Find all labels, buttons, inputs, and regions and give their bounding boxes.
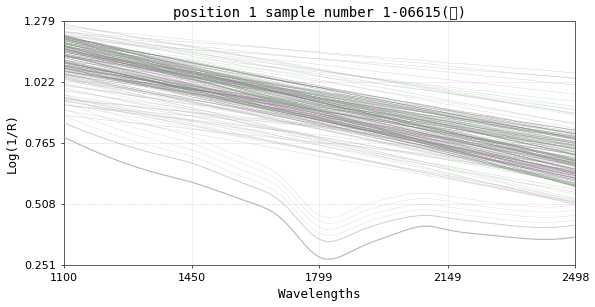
Title: position 1 sample number 1-06615(无): position 1 sample number 1-06615(无) (173, 6, 466, 20)
Y-axis label: Log(1/R): Log(1/R) (5, 113, 18, 173)
X-axis label: Wavelengths: Wavelengths (278, 289, 361, 301)
